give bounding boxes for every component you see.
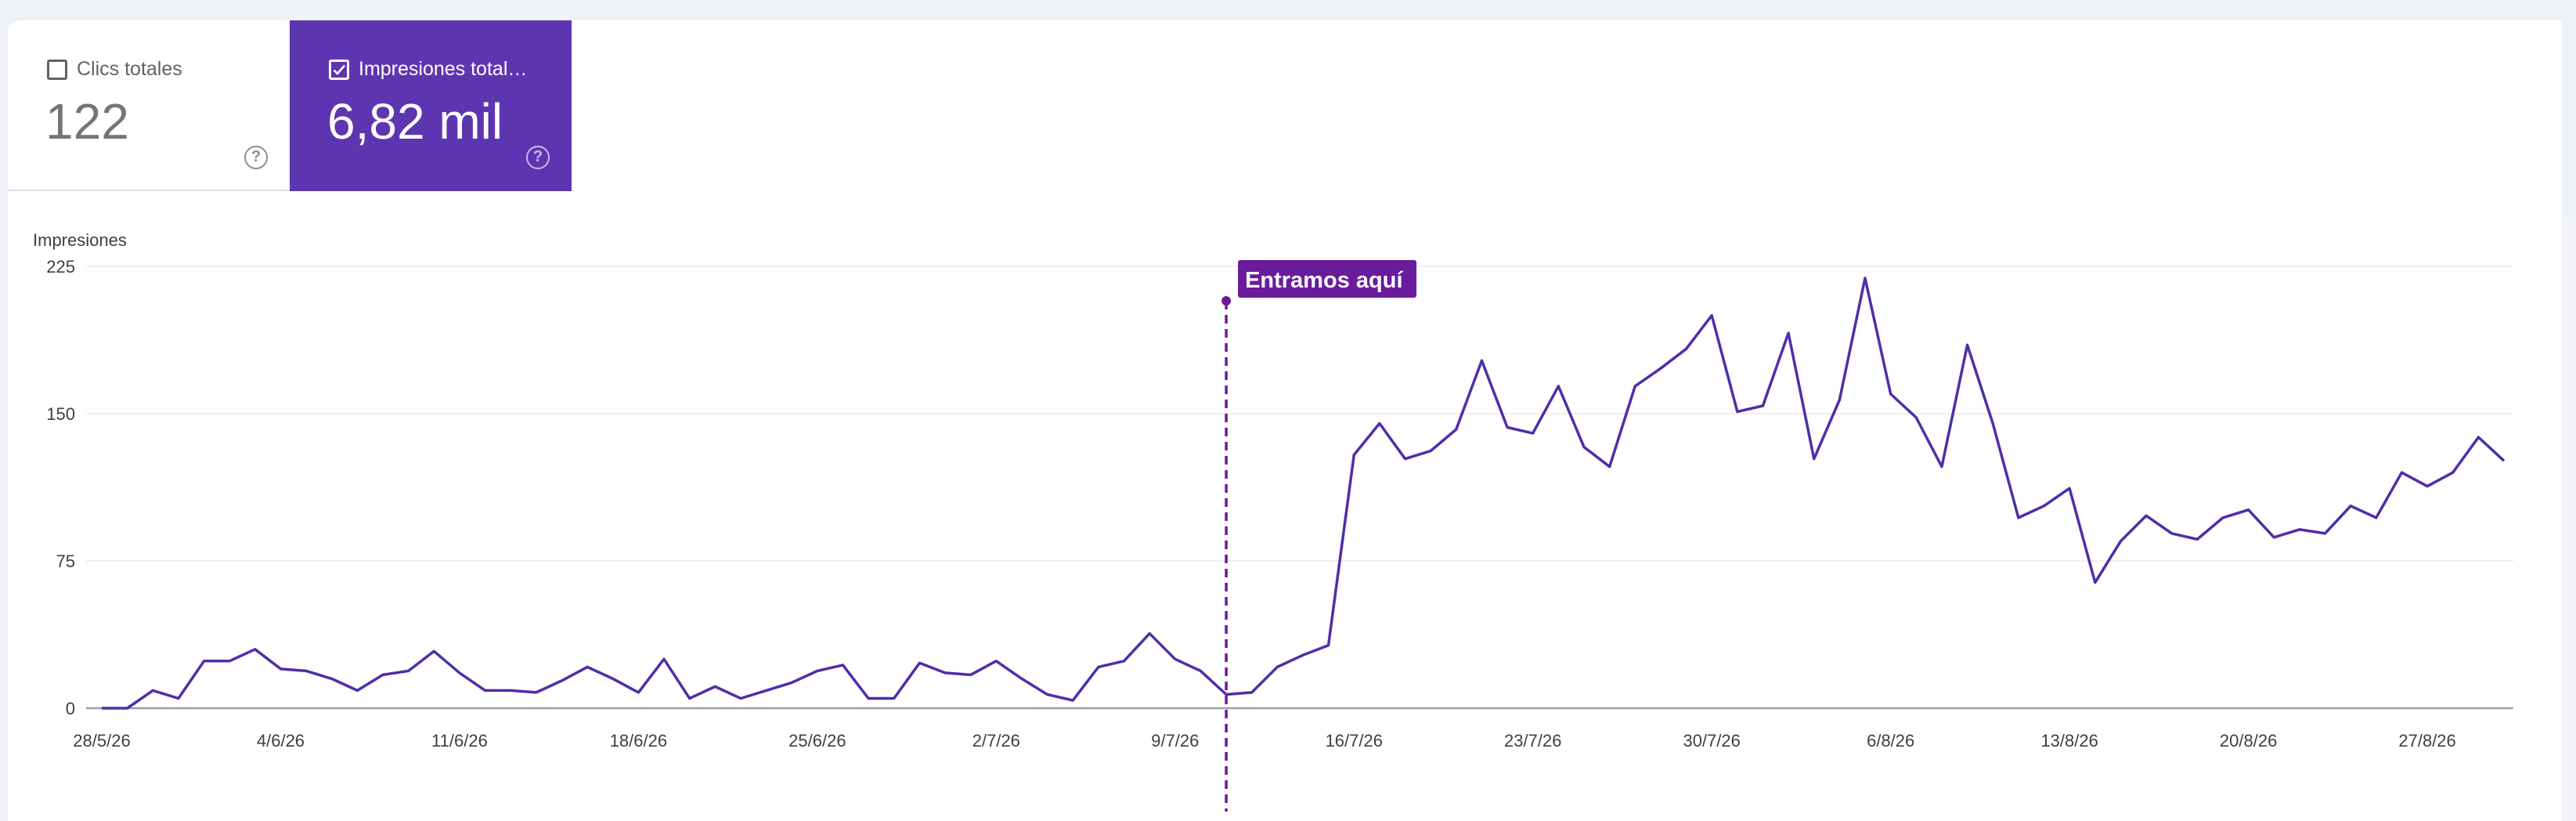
annotation-label-box <box>1238 260 1417 298</box>
help-icon[interactable]: ? <box>526 146 550 169</box>
total-impressions-label: Impresiones total… <box>359 58 528 80</box>
y-tick-label: 150 <box>46 404 75 424</box>
impressions-line-chart: Impresiones 0 75 150 225 28/5/26 4/6/26 11/6/26… <box>33 230 2513 812</box>
x-tick-label: 6/8/26 <box>1867 731 1914 750</box>
y-tick-label: 225 <box>46 257 75 277</box>
y-axis-label: Impresiones <box>33 230 127 250</box>
y-tick-label: 75 <box>56 552 75 571</box>
x-tick-label: 25/6/26 <box>788 731 846 750</box>
x-tick-label: 18/6/26 <box>610 731 667 750</box>
annotation-marker <box>1221 296 1232 306</box>
total-clicks-label: Clics totales <box>77 58 182 80</box>
x-tick-label: 16/7/26 <box>1326 731 1383 750</box>
total-impressions-value: 6,82 mil <box>327 93 503 150</box>
side-strip <box>2562 216 2576 821</box>
x-tick-label: 13/8/26 <box>2040 731 2098 750</box>
total-impressions-card[interactable]: Impresiones total… 6,82 mil ? <box>290 20 572 191</box>
checkmark-icon <box>333 64 345 75</box>
x-tick-label: 23/7/26 <box>1504 731 1561 750</box>
x-tick-label: 2/7/26 <box>972 731 1020 750</box>
impressions-series-line <box>102 277 2506 710</box>
annotation-label: Entramos aquí <box>1245 268 1403 293</box>
x-tick-label: 30/7/26 <box>1683 731 1741 750</box>
y-tick-label: 0 <box>66 699 75 718</box>
clicks-checkbox[interactable] <box>47 60 67 80</box>
performance-panel: Clics totales 122 ? Impresiones total… 6… <box>8 20 2562 821</box>
x-tick-label: 11/6/26 <box>431 731 488 750</box>
x-tick-label: 20/8/26 <box>2220 731 2277 750</box>
x-tick-label: 27/8/26 <box>2398 731 2455 750</box>
total-clicks-value: 122 <box>45 93 129 150</box>
x-tick-label: 9/7/26 <box>1151 731 1199 750</box>
x-tick-label: 4/6/26 <box>257 731 305 750</box>
total-clicks-card[interactable]: Clics totales 122 ? <box>8 20 290 191</box>
impressions-checkbox[interactable] <box>329 60 349 80</box>
help-icon[interactable]: ? <box>244 146 268 169</box>
x-tick-label: 28/5/26 <box>73 731 130 750</box>
